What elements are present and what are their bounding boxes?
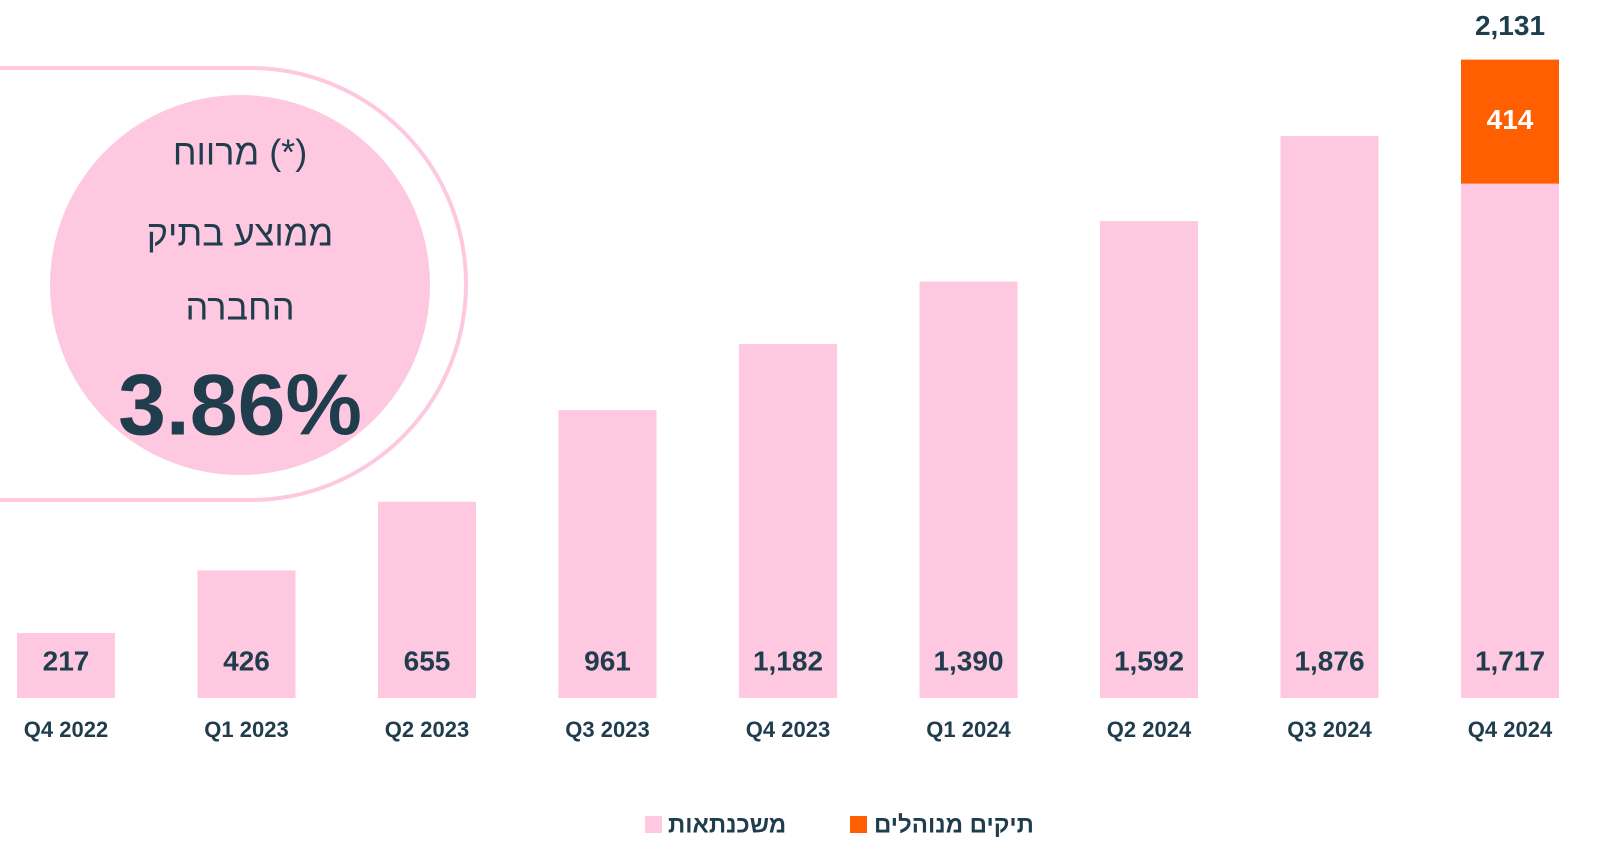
x-tick-label: Q4 2022 (24, 717, 108, 742)
callout-circle (50, 95, 430, 475)
bar (17, 632, 115, 698)
callout-ring (0, 66, 468, 502)
total-label: 2,131 (1475, 10, 1545, 41)
value-label: 655 (404, 645, 451, 676)
legend-label: תיקים מנוהלים (874, 811, 1034, 838)
value-label: 426 (223, 645, 270, 676)
x-tick-label: Q3 2023 (565, 717, 649, 742)
x-tick-label: Q4 2023 (746, 717, 830, 742)
value-label: 1,717 (1475, 645, 1545, 676)
x-tick-label: Q1 2023 (204, 717, 288, 742)
callout-line: ממוצע בתיק (147, 213, 333, 254)
legend-swatch (850, 816, 867, 833)
bar (1100, 221, 1198, 699)
value-label: 961 (584, 645, 631, 676)
callout-line: החברה (185, 287, 294, 328)
bar (1461, 183, 1559, 699)
callout-line: מרווח (*) (173, 132, 307, 173)
value-label: 1,390 (933, 645, 1003, 676)
bar (558, 410, 657, 698)
x-tick-label: Q3 2024 (1287, 717, 1372, 742)
x-tick-label: Q4 2024 (1468, 717, 1553, 742)
bar (378, 501, 476, 698)
bar (739, 343, 837, 698)
bar (1461, 59, 1559, 184)
bar (1280, 136, 1379, 699)
value-label: 1,592 (1114, 645, 1184, 676)
x-tick-label: Q2 2024 (1107, 717, 1192, 742)
x-tick-label: Q1 2024 (926, 717, 1011, 742)
value-label: 217 (43, 645, 90, 676)
value-label: 1,876 (1294, 645, 1364, 676)
legend-label: משכנתאות (668, 811, 786, 838)
bar (919, 281, 1018, 698)
legend-swatch (645, 816, 662, 833)
value-label: 414 (1487, 104, 1534, 135)
bar (197, 570, 296, 698)
callout-highlight: 3.86% (118, 358, 362, 454)
value-label: 1,182 (753, 645, 823, 676)
x-tick-label: Q2 2023 (385, 717, 469, 742)
